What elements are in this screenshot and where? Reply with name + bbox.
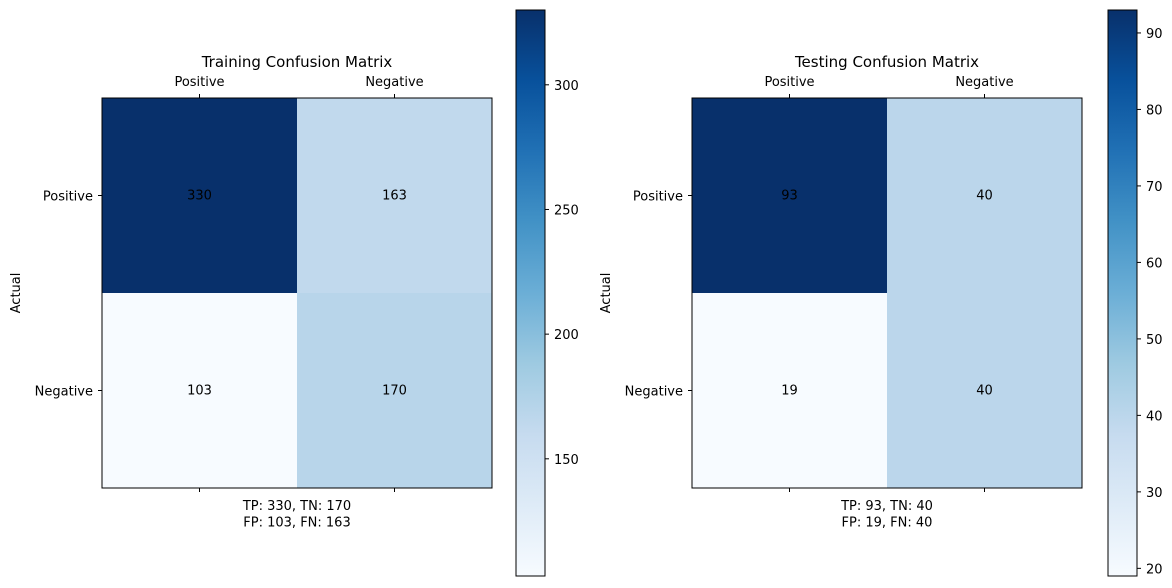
x-axis-summary-line: FP: 19, FN: 40 xyxy=(842,515,933,530)
heatmap-cell xyxy=(297,98,492,293)
colorbar-tick-label: 30 xyxy=(1146,486,1163,501)
heatmap-cell xyxy=(102,98,297,293)
x-tick-label: Negative xyxy=(955,75,1013,90)
colorbar-frame xyxy=(515,9,546,577)
cell-value-label: 330 xyxy=(187,189,212,204)
x-axis-summary-line: TP: 330, TN: 170 xyxy=(242,499,351,514)
heatmap-cell xyxy=(887,98,1082,293)
y-tick-label: Positive xyxy=(633,190,683,205)
y-axis-label: Actual xyxy=(599,273,614,314)
x-axis-summary-line: FP: 103, FN: 163 xyxy=(243,515,350,530)
chart-title: Training Confusion Matrix xyxy=(201,53,393,71)
x-tick-label: Positive xyxy=(764,75,814,90)
colorbar-tick-label: 250 xyxy=(554,203,579,218)
x-axis-summary-label: TP: 330, TN: 170 FP: 103, FN: 163 xyxy=(242,499,351,530)
x-axis-summary-label: TP: 93, TN: 40 FP: 19, FN: 40 xyxy=(840,499,933,530)
chart-title: Testing Confusion Matrix xyxy=(794,53,979,71)
cell-value-label: 40 xyxy=(976,189,993,204)
y-axis-label: Actual xyxy=(9,273,24,314)
heatmap-cell xyxy=(692,293,887,488)
colorbar-tick-label: 90 xyxy=(1146,27,1163,42)
colorbar-tick-label: 70 xyxy=(1146,180,1163,195)
colorbar xyxy=(516,10,545,576)
colorbar-tick-label: 80 xyxy=(1146,103,1163,118)
cell-value-label: 170 xyxy=(382,384,407,399)
plot-frame xyxy=(101,97,493,489)
colorbar-tick-label: 150 xyxy=(554,453,579,468)
cell-value-label: 103 xyxy=(187,384,212,399)
colorbar-tick-label: 200 xyxy=(554,328,579,343)
colorbar xyxy=(1108,10,1137,576)
colorbar-tick-label: 20 xyxy=(1146,562,1163,577)
y-tick-label: Negative xyxy=(625,385,683,400)
plot-frame xyxy=(691,97,1083,489)
cell-value-label: 93 xyxy=(781,189,798,204)
y-tick-label: Positive xyxy=(43,190,93,205)
colorbar-tick-label: 60 xyxy=(1146,256,1163,271)
x-tick-label: Positive xyxy=(174,75,224,90)
y-tick-label: Negative xyxy=(35,385,93,400)
x-tick-label: Negative xyxy=(365,75,423,90)
colorbar-tick-label: 50 xyxy=(1146,333,1163,348)
cell-value-label: 19 xyxy=(781,384,798,399)
cell-value-label: 40 xyxy=(976,384,993,399)
heatmap-cell xyxy=(692,98,887,293)
colorbar-frame xyxy=(1107,9,1138,577)
heatmap-cell xyxy=(887,293,1082,488)
heatmap-cell xyxy=(102,293,297,488)
x-axis-summary-line: TP: 93, TN: 40 xyxy=(840,499,933,514)
heatmap-cell xyxy=(297,293,492,488)
colorbar-tick-label: 40 xyxy=(1146,409,1163,424)
cell-value-label: 163 xyxy=(382,189,407,204)
colorbar-tick-label: 300 xyxy=(554,79,579,94)
